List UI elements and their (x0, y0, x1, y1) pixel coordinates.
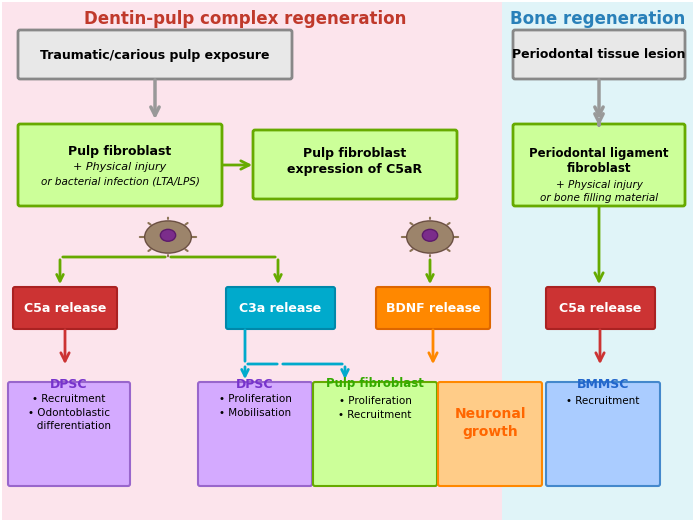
Text: + Physical injury: + Physical injury (74, 162, 167, 172)
FancyBboxPatch shape (8, 382, 130, 486)
Text: Pulp fibroblast: Pulp fibroblast (68, 146, 172, 159)
FancyBboxPatch shape (18, 124, 222, 206)
Text: • Odontoblastic: • Odontoblastic (28, 408, 110, 418)
Text: BMMSC: BMMSC (577, 377, 629, 390)
FancyBboxPatch shape (546, 382, 660, 486)
Text: C5a release: C5a release (24, 302, 106, 314)
FancyBboxPatch shape (513, 30, 685, 79)
Text: Dentin-pulp complex regeneration: Dentin-pulp complex regeneration (84, 10, 406, 28)
FancyBboxPatch shape (198, 382, 312, 486)
Text: DPSC: DPSC (236, 377, 274, 390)
Text: expression of C5aR: expression of C5aR (288, 163, 423, 176)
Text: + Physical injury: + Physical injury (555, 180, 642, 190)
Text: Pulp fibroblast: Pulp fibroblast (304, 148, 407, 160)
Ellipse shape (145, 221, 191, 253)
Text: or bacterial infection (LTA/LPS): or bacterial infection (LTA/LPS) (40, 177, 199, 187)
FancyBboxPatch shape (438, 382, 542, 486)
Text: • Proliferation: • Proliferation (338, 396, 411, 406)
Text: Pulp fibroblast: Pulp fibroblast (326, 377, 424, 390)
Text: fibroblast: fibroblast (566, 161, 631, 174)
FancyBboxPatch shape (13, 287, 117, 329)
Text: DPSC: DPSC (50, 377, 88, 390)
Text: Periodontal ligament: Periodontal ligament (530, 148, 669, 160)
FancyBboxPatch shape (513, 124, 685, 206)
FancyBboxPatch shape (18, 30, 292, 79)
FancyBboxPatch shape (2, 2, 502, 520)
Text: C3a release: C3a release (239, 302, 321, 314)
Text: • Recruitment: • Recruitment (32, 394, 106, 404)
Text: • Recruitment: • Recruitment (338, 410, 411, 420)
Text: • Proliferation: • Proliferation (218, 394, 291, 404)
FancyBboxPatch shape (313, 382, 437, 486)
Text: Bone regeneration: Bone regeneration (510, 10, 686, 28)
FancyBboxPatch shape (226, 287, 335, 329)
Text: • Mobilisation: • Mobilisation (219, 408, 291, 418)
FancyBboxPatch shape (502, 2, 693, 520)
FancyBboxPatch shape (376, 287, 490, 329)
FancyBboxPatch shape (546, 287, 655, 329)
Ellipse shape (161, 229, 176, 241)
Ellipse shape (423, 229, 438, 241)
FancyBboxPatch shape (253, 130, 457, 199)
Text: BDNF release: BDNF release (386, 302, 480, 314)
Text: differentiation: differentiation (27, 421, 111, 431)
Text: or bone filling material: or bone filling material (540, 193, 658, 203)
Text: Periodontal tissue lesion: Periodontal tissue lesion (512, 49, 686, 62)
Text: • Recruitment: • Recruitment (566, 396, 639, 406)
Text: C5a release: C5a release (559, 302, 641, 314)
Text: Neuronal: Neuronal (455, 407, 525, 421)
Text: growth: growth (462, 425, 518, 439)
Text: Traumatic/carious pulp exposure: Traumatic/carious pulp exposure (40, 49, 270, 62)
Ellipse shape (407, 221, 453, 253)
